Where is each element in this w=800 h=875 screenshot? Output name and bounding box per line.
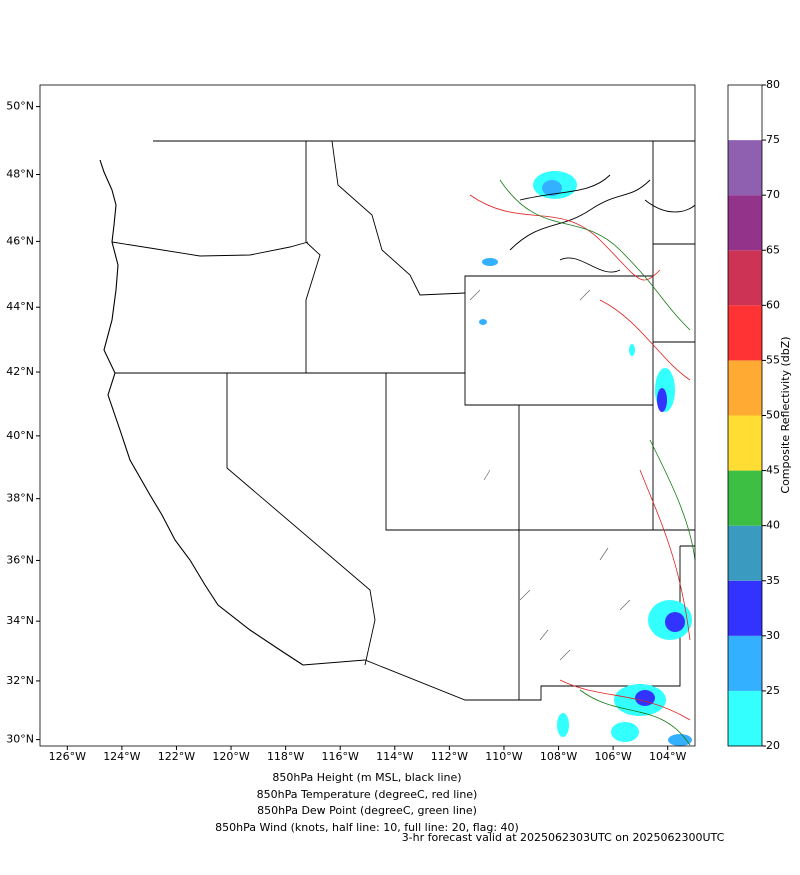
colorbar-tick-label: 65	[766, 243, 780, 256]
colorbar-bin	[728, 580, 762, 636]
x-tick-label: 120°W	[212, 750, 249, 763]
colorbar-bin	[728, 85, 762, 141]
colorbar-bin	[728, 415, 762, 471]
colorbar-tick-label: 30	[766, 629, 780, 642]
colorbar-bin	[728, 195, 762, 251]
colorbar-tick-label: 25	[766, 684, 780, 697]
y-tick-label: 40°N	[6, 429, 34, 442]
y-tick-label: 44°N	[6, 300, 34, 313]
x-tick-label: 124°W	[103, 750, 140, 763]
x-tick-label: 114°W	[376, 750, 413, 763]
forecast-note: 3-hr forecast valid at 2025062303UTC on …	[402, 831, 725, 844]
reflectivity-field	[479, 171, 692, 746]
colorbar-label: Composite Reflectivity (dbZ)	[779, 336, 792, 493]
colorbar-bin	[728, 140, 762, 196]
colorbar-bin	[728, 470, 762, 526]
colorbar-tick-label: 35	[766, 574, 780, 587]
y-tick-label: 38°N	[6, 492, 34, 505]
colorbar-tick-label: 75	[766, 133, 780, 146]
colorbar-bin	[728, 305, 762, 361]
legend-line: 850hPa Dew Point (degreeC, green line)	[257, 804, 477, 817]
colorbar-tick-label: 20	[766, 739, 780, 752]
x-tick-label: 126°W	[49, 750, 86, 763]
y-tick-label: 32°N	[6, 674, 34, 687]
x-tick-label: 108°W	[540, 750, 577, 763]
y-tick-label: 48°N	[6, 167, 34, 180]
y-tick-label: 42°N	[6, 365, 34, 378]
colorbar-tick-label: 40	[766, 519, 780, 532]
colorbar-bin	[728, 635, 762, 691]
map-geography	[99, 140, 695, 701]
x-tick-label: 122°W	[158, 750, 195, 763]
colorbar-tick-label: 50	[766, 409, 780, 422]
colorbar-tick-label: 55	[766, 353, 780, 366]
colorbar-bin	[728, 360, 762, 416]
x-tick-label: 110°W	[485, 750, 522, 763]
x-tick-label: 106°W	[594, 750, 631, 763]
legend-line: 850hPa Height (m MSL, black line)	[272, 771, 461, 784]
colorbar-bin	[728, 250, 762, 306]
contours	[469, 174, 696, 746]
map-frame	[39, 84, 696, 747]
legend-line: 850hPa Wind (knots, half line: 10, full …	[215, 821, 519, 834]
legend-line: 850hPa Temperature (degreeC, red line)	[257, 788, 478, 801]
y-tick-label: 30°N	[6, 733, 34, 746]
colorbar-tick-label: 80	[766, 78, 780, 91]
y-tick-label: 50°N	[6, 100, 34, 113]
x-tick-label: 104°W	[649, 750, 686, 763]
colorbar-tick-label: 60	[766, 298, 780, 311]
colorbar-bin	[728, 525, 762, 581]
y-tick-label: 46°N	[6, 234, 34, 247]
colorbar-tick-label: 45	[766, 464, 780, 477]
x-tick-label: 116°W	[322, 750, 359, 763]
y-tick-label: 36°N	[6, 553, 34, 566]
colorbar-tick-label: 70	[766, 188, 780, 201]
colorbar-bin	[728, 690, 762, 746]
x-tick-label: 112°W	[431, 750, 468, 763]
x-tick-label: 118°W	[267, 750, 304, 763]
y-tick-label: 34°N	[6, 614, 34, 627]
